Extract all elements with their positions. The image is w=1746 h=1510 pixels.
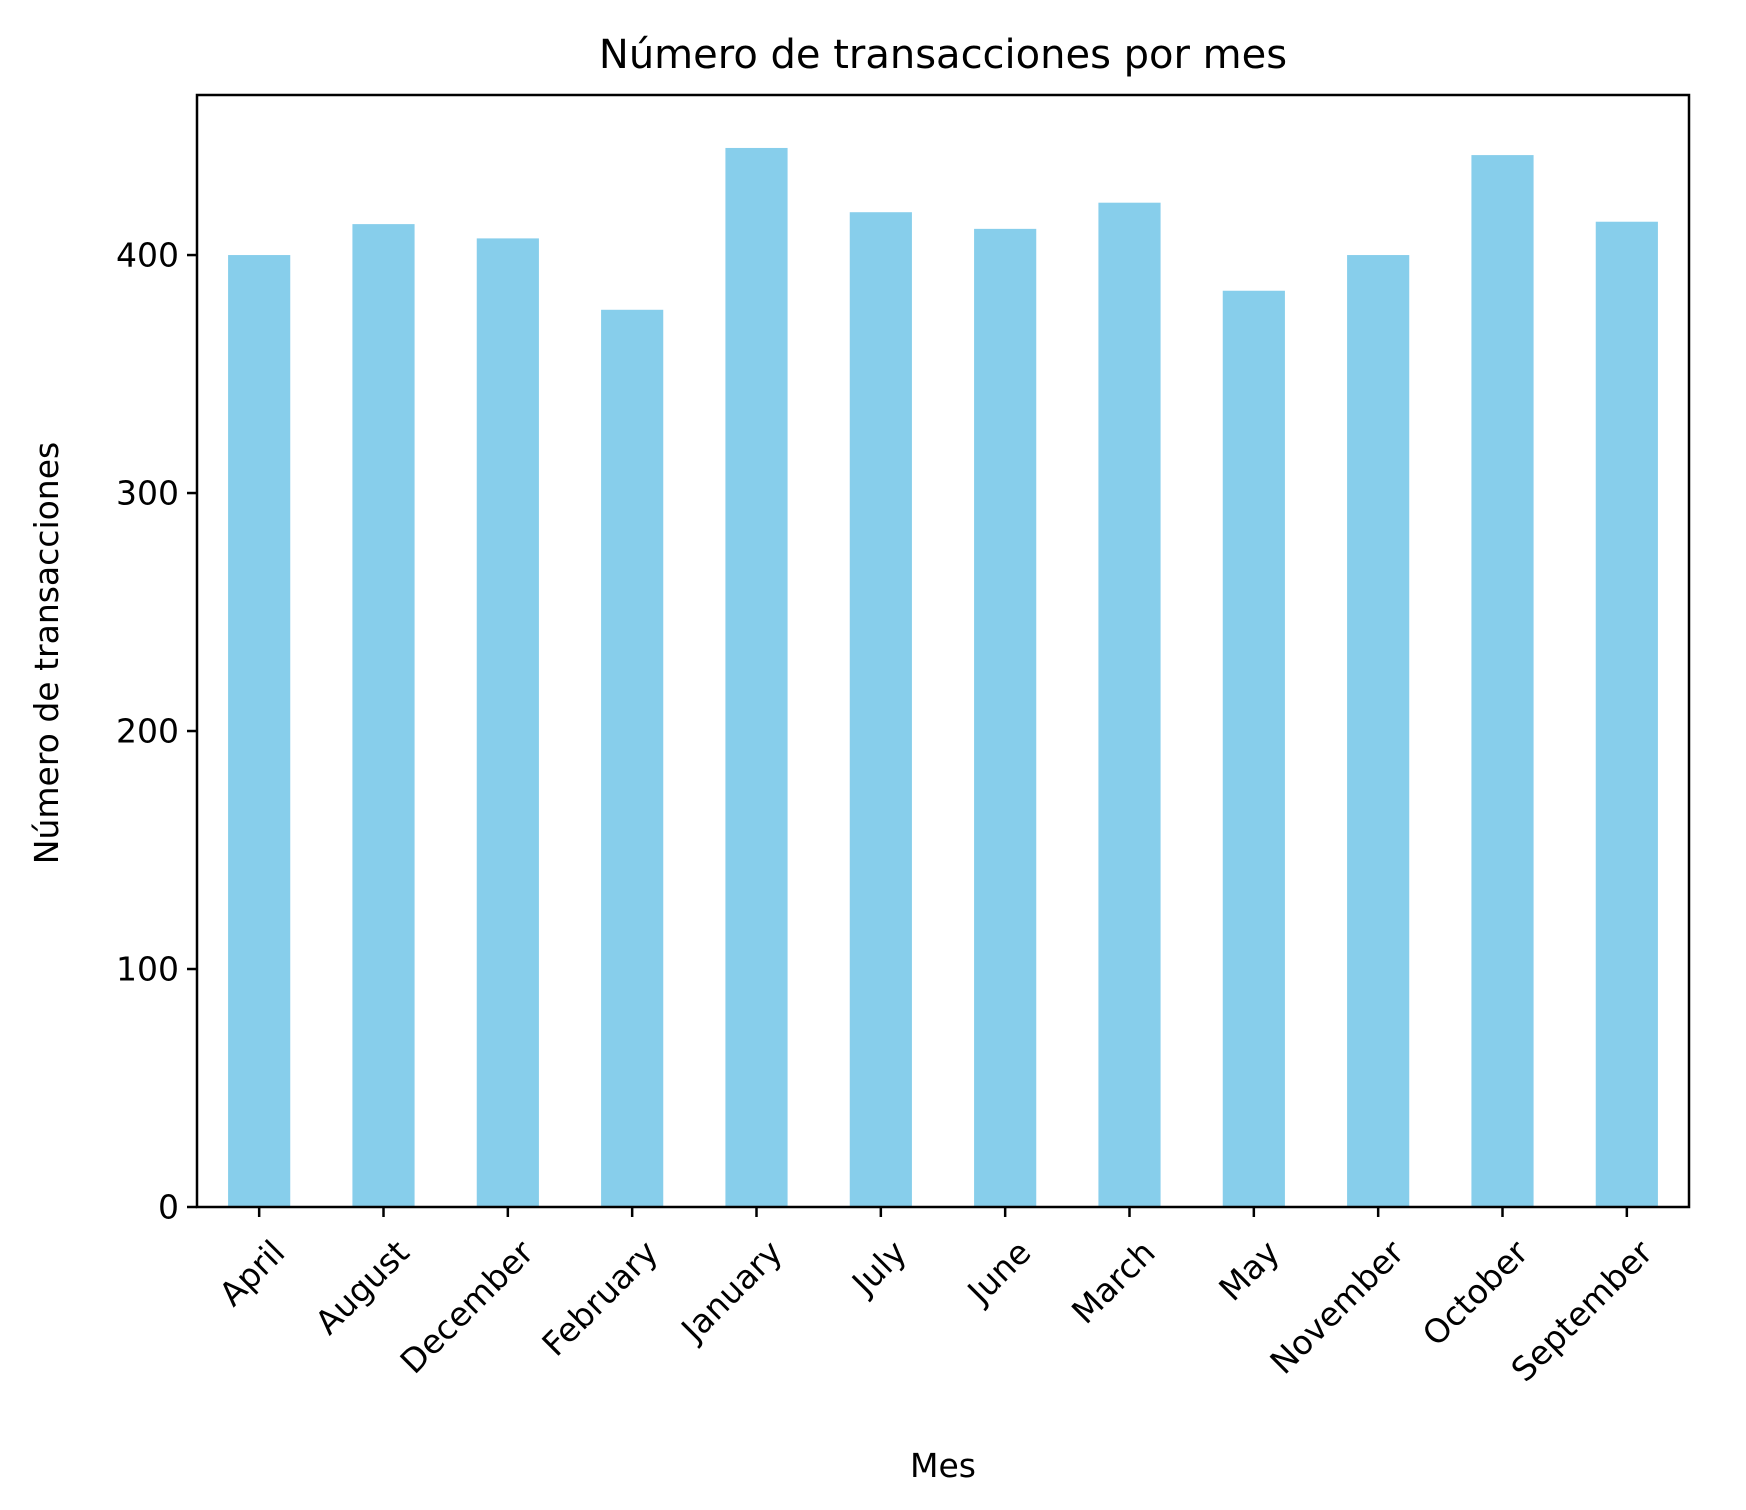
x-tick-label: July: [843, 1233, 914, 1304]
bar-october: [1471, 155, 1534, 1207]
y-axis-label: Número de transacciones: [27, 442, 66, 864]
bar-august: [352, 224, 415, 1207]
x-tick-label: March: [1064, 1233, 1163, 1332]
bar-march: [1098, 202, 1161, 1207]
x-tick-label: August: [307, 1233, 416, 1342]
y-tick-label: 0: [158, 1188, 179, 1227]
x-tick-label: June: [959, 1233, 1039, 1313]
x-tick-label: November: [1262, 1232, 1411, 1381]
bar-may: [1222, 290, 1285, 1207]
bar-november: [1347, 255, 1410, 1207]
y-tick-label: 300: [116, 474, 179, 513]
y-tick-label: 100: [116, 950, 179, 989]
x-tick-label: April: [211, 1233, 292, 1314]
bars-group: [228, 147, 1658, 1207]
bar-february: [601, 309, 664, 1207]
plot-frame: [195, 93, 1691, 1209]
bar-april: [228, 255, 291, 1207]
x-axis-label: Mes: [910, 1446, 976, 1485]
bar-july: [849, 212, 912, 1207]
bar-december: [476, 238, 539, 1207]
chart-title: Número de transacciones por mes: [599, 32, 1287, 78]
y-tick-label: 400: [116, 236, 179, 275]
bar-june: [974, 228, 1037, 1207]
y-tick-label: 200: [116, 712, 179, 751]
x-tick-label: October: [1415, 1232, 1536, 1353]
x-tick-label: December: [392, 1232, 541, 1381]
bar-january: [725, 147, 788, 1207]
x-tick-label: May: [1211, 1233, 1287, 1309]
bar-september: [1595, 221, 1658, 1207]
x-tick-label: January: [672, 1233, 789, 1350]
x-tick-label: February: [534, 1233, 665, 1364]
y-axis-ticks: 0 100 200 300 400: [116, 236, 197, 1227]
